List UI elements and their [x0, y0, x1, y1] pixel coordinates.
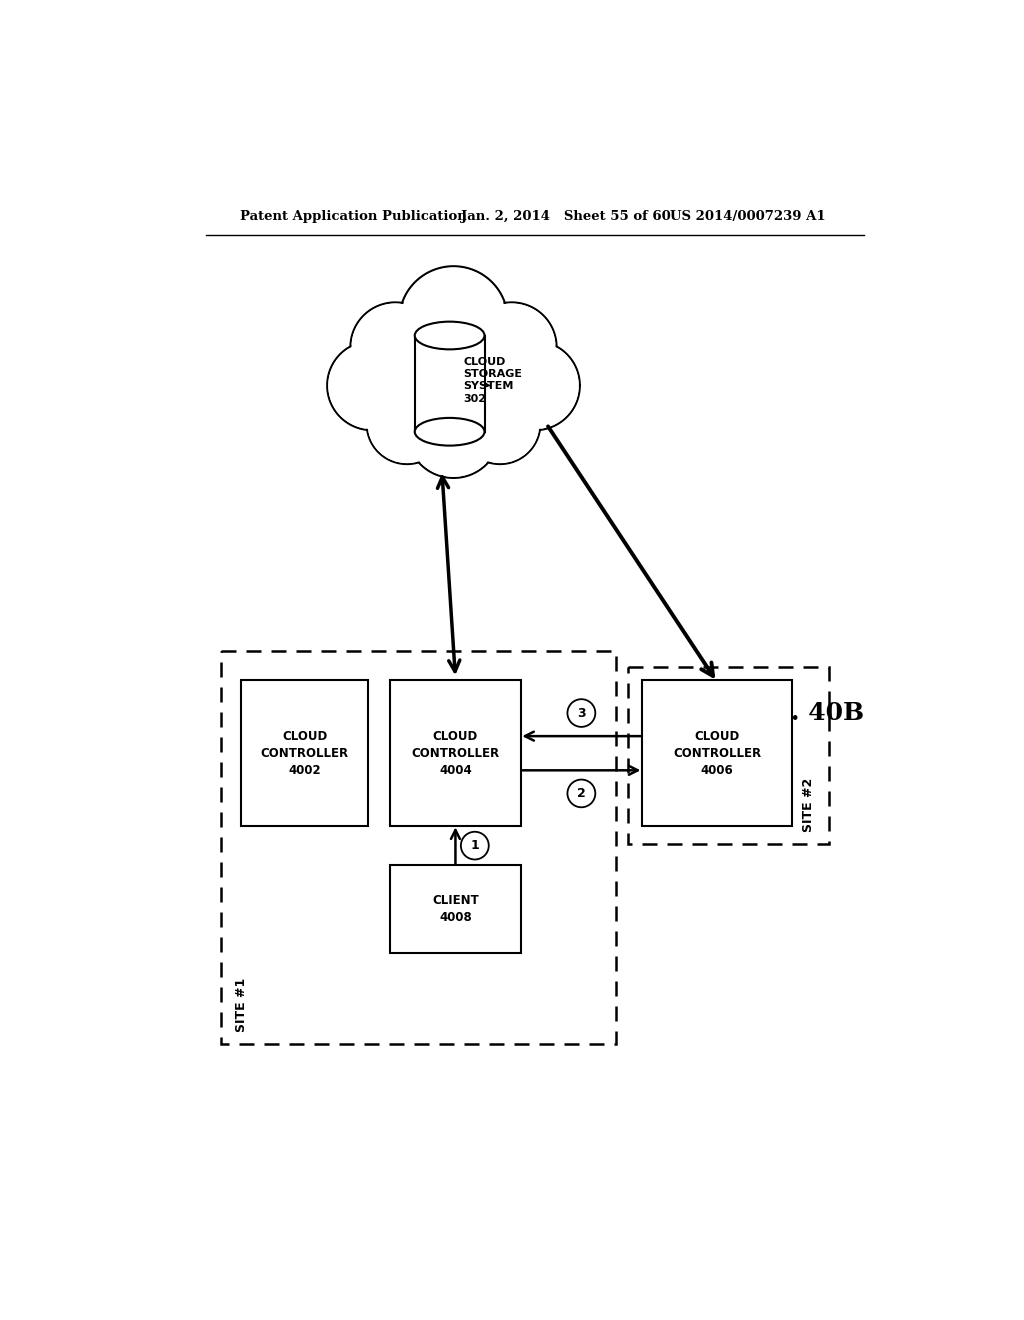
FancyBboxPatch shape [390, 681, 521, 826]
Circle shape [350, 302, 440, 392]
Circle shape [399, 267, 508, 374]
Ellipse shape [415, 418, 484, 446]
Text: 2: 2 [577, 787, 586, 800]
Text: SITE #2: SITE #2 [803, 777, 815, 832]
Text: SITE #1: SITE #1 [234, 978, 248, 1032]
FancyBboxPatch shape [642, 681, 793, 826]
Text: CLOUD
STORAGE
SYSTEM
302: CLOUD STORAGE SYSTEM 302 [464, 356, 522, 404]
Text: CLIENT
4008: CLIENT 4008 [432, 894, 479, 924]
Text: CLOUD
CONTROLLER
4002: CLOUD CONTROLLER 4002 [261, 730, 349, 776]
Circle shape [467, 302, 557, 392]
Circle shape [409, 387, 498, 477]
Text: CLOUD
CONTROLLER
4006: CLOUD CONTROLLER 4006 [673, 730, 761, 776]
Text: US 2014/0007239 A1: US 2014/0007239 A1 [671, 210, 826, 223]
Polygon shape [415, 335, 484, 432]
Circle shape [329, 343, 416, 429]
Circle shape [461, 832, 488, 859]
Text: 3: 3 [578, 706, 586, 719]
Circle shape [367, 384, 447, 465]
FancyBboxPatch shape [390, 866, 521, 953]
Ellipse shape [415, 322, 484, 350]
Circle shape [407, 385, 500, 478]
Circle shape [352, 304, 438, 389]
Circle shape [369, 385, 445, 462]
Text: CLOUD
CONTROLLER
4004: CLOUD CONTROLLER 4004 [412, 730, 500, 776]
FancyBboxPatch shape [241, 681, 369, 826]
Text: Patent Application Publication: Patent Application Publication [241, 210, 467, 223]
Text: Jan. 2, 2014   Sheet 55 of 60: Jan. 2, 2014 Sheet 55 of 60 [461, 210, 671, 223]
Circle shape [328, 341, 417, 430]
Circle shape [460, 384, 541, 465]
Circle shape [468, 304, 555, 389]
Circle shape [567, 700, 595, 727]
Text: 1: 1 [470, 840, 479, 853]
Circle shape [492, 343, 578, 429]
Circle shape [489, 341, 580, 430]
Circle shape [461, 385, 539, 462]
Circle shape [401, 268, 506, 372]
Text: FIG. 40B: FIG. 40B [740, 701, 864, 725]
Circle shape [567, 780, 595, 808]
